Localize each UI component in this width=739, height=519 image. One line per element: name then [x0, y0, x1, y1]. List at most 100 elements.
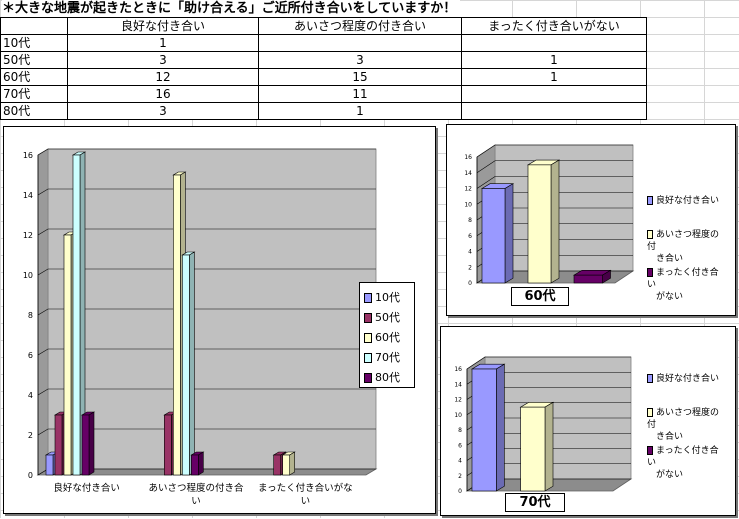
bar — [573, 274, 603, 284]
value-cell[interactable] — [461, 102, 647, 120]
value-cell[interactable]: 3 — [258, 51, 462, 69]
value-cell[interactable]: 1 — [461, 68, 647, 86]
legend-label-cont: がない — [656, 292, 684, 302]
y-tick-label: 2 — [458, 473, 462, 480]
bar — [471, 368, 497, 492]
legend-swatch — [647, 268, 653, 277]
y-tick-label: 0 — [28, 471, 33, 480]
value-cell[interactable]: 1 — [461, 51, 647, 69]
row-label-cell[interactable]: 50代 — [0, 51, 68, 69]
y-tick-label: 8 — [468, 217, 472, 224]
legend-swatch — [364, 353, 372, 363]
row-label-cell[interactable]: 10代 — [0, 34, 68, 52]
y-tick-label: 6 — [468, 233, 472, 240]
y-tick-label: 6 — [28, 351, 33, 360]
y-tick-label: 8 — [28, 311, 33, 320]
value-cell[interactable]: 3 — [67, 102, 259, 120]
bar-side — [88, 411, 95, 476]
bar — [81, 414, 90, 476]
legend-swatch — [364, 313, 372, 323]
gridline — [37, 388, 376, 396]
legend-label: 良好な付き合い — [656, 196, 720, 206]
legend-label: あいさつ程度の付 — [647, 408, 720, 430]
bar — [520, 406, 546, 492]
y-tick-label: 0 — [458, 488, 462, 495]
header-cell[interactable]: あいさつ程度の付き合い — [258, 17, 462, 35]
legend-label: 50代 — [375, 311, 400, 324]
bar — [527, 164, 552, 284]
main-chart-plot: 0 2 4 6 8 10 12 14 16 良好な付き合い あいさつ程度の付き合い まったく付き合いが… — [23, 148, 378, 507]
bar — [282, 454, 290, 476]
value-cell[interactable]: 1 — [258, 102, 462, 120]
value-cell[interactable] — [258, 34, 462, 52]
value-cell[interactable]: 11 — [258, 85, 462, 103]
value-cell[interactable]: 3 — [67, 51, 259, 69]
legend-label: 10代 — [375, 291, 400, 304]
table-row: 80代 3 1 — [0, 102, 647, 120]
gridline — [37, 228, 376, 236]
legend-label: 良好な付き合い — [656, 374, 720, 384]
gridline — [476, 176, 633, 189]
gridline — [37, 308, 376, 316]
chart-70s-title[interactable]: 70代 — [505, 493, 565, 512]
gridline — [37, 268, 376, 276]
bar — [164, 414, 172, 476]
bar-side — [504, 183, 514, 284]
gridline — [466, 356, 631, 370]
value-cell[interactable]: 15 — [258, 68, 462, 86]
table-header-row: 良好な付き合い あいさつ程度の付き合い まったく付き合いがない — [0, 17, 647, 35]
value-cell[interactable]: 1 — [67, 34, 259, 52]
header-cell[interactable]: 良好な付き合い — [67, 17, 259, 35]
sheet-title[interactable]: ＊大きな地震が起きたときに「助け合える」ご近所付き合いをしていますか！ — [2, 0, 461, 17]
legend-swatch — [647, 196, 653, 205]
legend-label: まったく付き合い — [647, 268, 719, 290]
legend-swatch — [647, 230, 653, 239]
legend-label: 60代 — [375, 331, 400, 344]
value-cell[interactable] — [461, 34, 647, 52]
legend-label-cont: がない — [656, 470, 684, 480]
table-row: 70代 16 11 — [0, 85, 647, 103]
gridline — [37, 148, 376, 156]
row-label-cell[interactable]: 60代 — [0, 68, 68, 86]
bar — [63, 234, 72, 476]
gridline — [37, 428, 376, 436]
y-tick-label: 2 — [28, 431, 33, 440]
bar — [481, 188, 506, 284]
y-tick-label: 12 — [23, 231, 33, 240]
bar-side — [289, 451, 295, 476]
chart-70s-legend[interactable]: 良好な付き合い あいさつ程度の付 き合い まったく付き合い がない — [647, 373, 733, 480]
bar — [182, 254, 190, 476]
bar-side — [198, 451, 204, 476]
legend-label: あいさつ程度の付 — [647, 230, 720, 252]
bar — [173, 174, 181, 476]
chart-70s[interactable]: 0 2 4 6 8 10 12 14 16 良好な付き合い あいさつ程度の付 き合い まったく付き… — [440, 326, 736, 516]
header-cell[interactable]: まったく付き合いがない — [461, 17, 647, 35]
main-chart-legend[interactable]: 10代 50代 60代 70代 80代 — [359, 282, 415, 388]
x-tick-label: あいさつ程度の付き合 — [148, 482, 244, 494]
legend-label: 70代 — [375, 351, 400, 364]
header-cell[interactable] — [0, 17, 68, 35]
row-label-cell[interactable]: 80代 — [0, 102, 68, 120]
chart-60s-plot: 0 2 4 6 8 10 12 14 16 — [464, 144, 635, 287]
legend-swatch — [364, 373, 372, 383]
chart-60s[interactable]: 0 2 4 6 8 10 12 14 16 良好な付き合い あいさつ程度の付 き合い まったく付き… — [446, 124, 736, 316]
row-label-cell[interactable]: 70代 — [0, 85, 68, 103]
y-tick-label: 10 — [23, 271, 33, 280]
bar-side — [544, 401, 554, 492]
legend-swatch — [647, 446, 653, 455]
main-chart[interactable]: 0 2 4 6 8 10 12 14 16 良好な付き合い あいさつ程度の付き合い まったく付き合いが… — [3, 126, 436, 514]
table-row: 10代 1 — [0, 34, 647, 52]
table-row: 50代 3 3 1 — [0, 51, 647, 69]
legend-label: まったく付き合い — [647, 446, 719, 468]
legend-label-cont: き合い — [656, 254, 684, 264]
value-cell[interactable]: 16 — [67, 85, 259, 103]
bar-side — [550, 159, 560, 284]
chart-60s-title[interactable]: 60代 — [511, 287, 569, 306]
table-row: 60代 12 15 1 — [0, 68, 647, 86]
y-tick-label: 14 — [23, 191, 33, 200]
value-cell[interactable]: 12 — [67, 68, 259, 86]
bar-side — [496, 363, 505, 492]
value-cell[interactable] — [461, 85, 647, 103]
y-tick-label: 10 — [464, 201, 472, 208]
chart-60s-legend[interactable]: 良好な付き合い あいさつ程度の付き合い まったく付き合いがない — [647, 195, 733, 302]
